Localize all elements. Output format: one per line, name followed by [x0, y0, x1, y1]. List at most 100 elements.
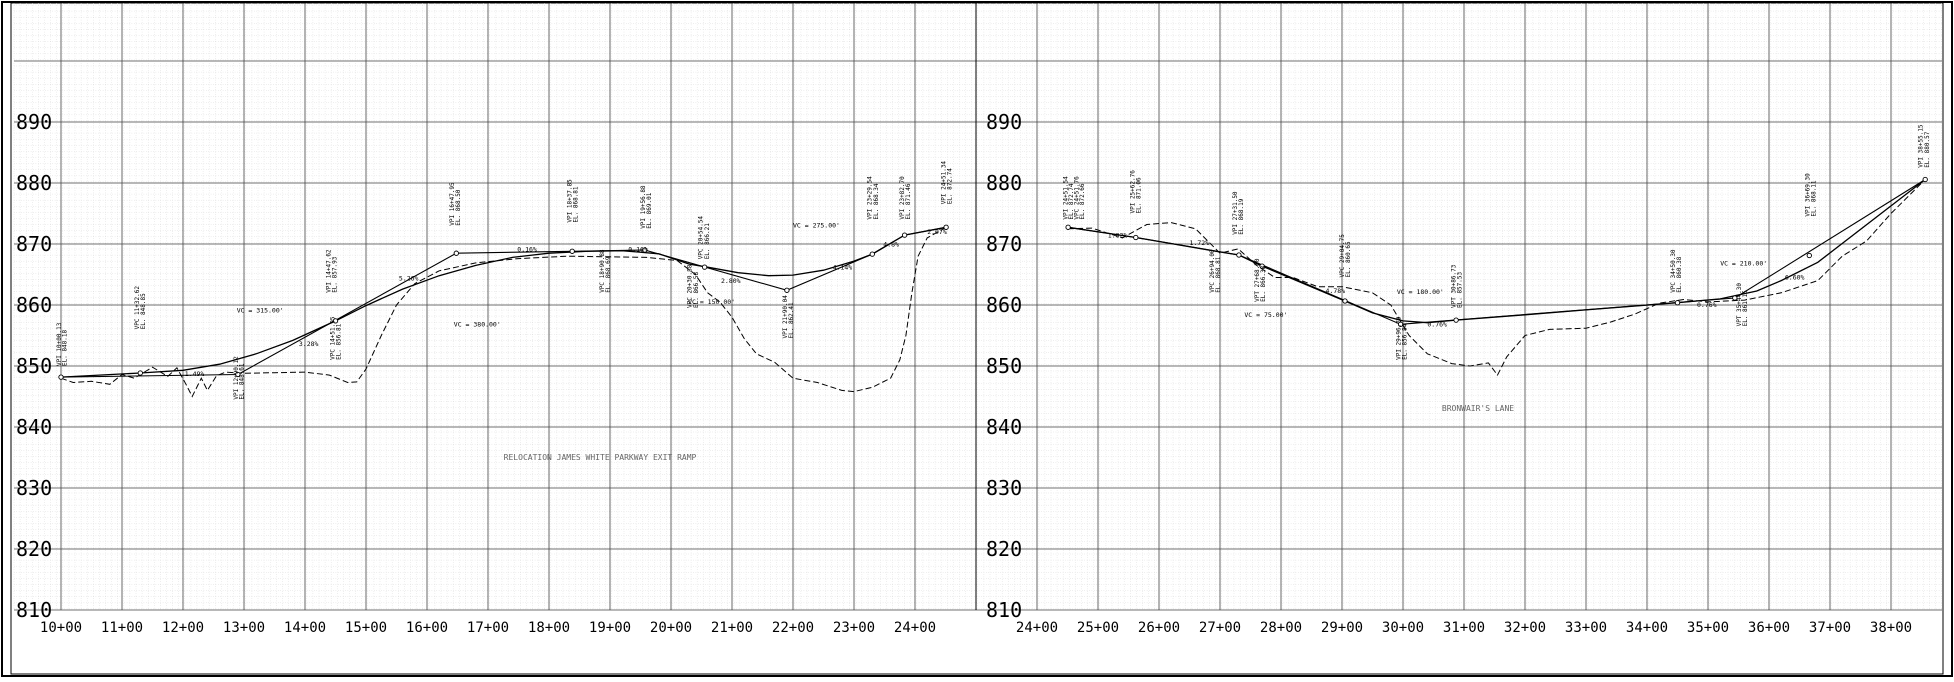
vpi-marker: [1342, 298, 1348, 304]
profile-annotation: EL. 871.06: [1136, 177, 1143, 214]
profile-annotation: 1.72%: [1190, 239, 1210, 247]
vpi-marker: [1806, 252, 1812, 259]
inner-border: [10, 2, 1944, 675]
profile-annotation: EL. 856.84: [1402, 323, 1409, 360]
vpi-marker: [1236, 252, 1242, 258]
station-label: 38+00: [1870, 620, 1912, 636]
profile-annotation: VPC 24+51.76: [1074, 176, 1081, 220]
profile-annotation: EL. 868.34: [873, 183, 880, 220]
profile-annotation: VPI 21+90.04: [782, 295, 789, 339]
vpi-marker: [569, 248, 575, 254]
left-road-name: RELOCATION JAMES WHITE PARKWAY EXIT RAMP: [504, 453, 697, 462]
left-station-axis: 10+00 11+00 12+00 13+00 14+00 15+00 16+0…: [40, 620, 936, 636]
elev-label-830: 830: [986, 476, 1022, 500]
profile-annotation: VPI 19+56.88: [640, 185, 647, 229]
profile-annotation: EL. 868.11: [1810, 180, 1817, 217]
station-label: 16+00: [406, 620, 448, 636]
profile-annotation: VPC 14+51.95: [329, 316, 336, 360]
station-label: 35+00: [1687, 620, 1729, 636]
profile-annotation: 2.07%: [927, 228, 947, 236]
profile-annotation: VC = 75.00': [1244, 311, 1287, 319]
station-label: 22+00: [772, 620, 814, 636]
station-label: 23+00: [833, 620, 875, 636]
station-label: 34+00: [1626, 620, 1668, 636]
station-label: 20+00: [650, 620, 692, 636]
profile-annotation: VC = 150.00': [688, 298, 735, 306]
elev-label-850: 850: [986, 354, 1022, 378]
station-label: 21+00: [711, 620, 753, 636]
vpi-marker: [1065, 224, 1071, 230]
vpi-marker: [642, 247, 648, 253]
profile-annotation: VPI 24+51.34: [941, 161, 948, 205]
elev-label-840: 840: [986, 415, 1022, 439]
profile-annotation: VPC 26+94.00: [1209, 249, 1216, 293]
profile-annotation: VPC 20+54.54: [698, 216, 705, 260]
vpi-marker: [332, 318, 339, 324]
profile-annotation: EL. 869.01: [646, 192, 653, 229]
profile-lines: [58, 176, 1928, 398]
station-label: 31+00: [1443, 620, 1485, 636]
right-finished-grade-curve: [1068, 178, 1926, 324]
station-label: 30+00: [1382, 620, 1424, 636]
vpi-marker: [1133, 234, 1139, 241]
vpi-marker: [701, 264, 708, 270]
elev-label-820: 820: [16, 537, 52, 561]
profile-annotation: EL. 872.74: [947, 168, 954, 205]
station-label: 15+00: [345, 620, 387, 636]
right-tangent-grade-line: [1068, 179, 1926, 325]
station-label: 24+00: [894, 620, 936, 636]
profile-annotation: EL. 848.85: [140, 293, 147, 330]
profile-annotation: 0.76%: [1697, 301, 1717, 309]
vpi-marker: [943, 224, 949, 230]
elev-label-850: 850: [16, 354, 52, 378]
profile-annotation: VPI 23+29.54: [867, 176, 874, 220]
elev-label-890: 890: [16, 110, 52, 134]
profile-annotation: 4.8%: [883, 240, 899, 248]
profile-annotation: VPI 24+51.54: [1063, 176, 1070, 220]
station-label: 13+00: [223, 620, 265, 636]
station-label: 27+00: [1199, 620, 1241, 636]
elev-label-820: 820: [986, 537, 1022, 561]
elev-label-880: 880: [16, 171, 52, 195]
profile-annotation: EL. 868.19: [1238, 198, 1245, 235]
elev-label-870: 870: [986, 232, 1022, 256]
profile-annotation: EL. 861.15: [1742, 290, 1749, 327]
vpi-marker: [137, 370, 143, 376]
profile-annotation: EL. 872.66: [1079, 183, 1086, 220]
vpi-marker: [869, 251, 875, 257]
profile-annotation: VPI 23+82.70: [899, 176, 906, 220]
profile-annotation: EL. 868.69: [605, 256, 612, 293]
station-label: 14+00: [284, 620, 326, 636]
station-label: 36+00: [1748, 620, 1790, 636]
left-finished-grade-curve: [60, 226, 947, 378]
profile-annotation: VC = 210.00': [1720, 259, 1767, 267]
right-elevation-axis: 890 880 870 860 850 840 830 820 810: [986, 110, 1022, 622]
vpi-marker: [453, 250, 459, 256]
profile-annotation: VPT 30+86.73: [1451, 264, 1458, 308]
profile-annotation: VPI 18+37.85: [567, 179, 574, 223]
main-grid: [14, 3, 1942, 611]
profile-annotation: EL. 856.81: [335, 323, 342, 360]
profile-annotation: EL. 866.21: [704, 223, 711, 260]
profile-annotation: VPI 14+47.62: [326, 249, 333, 293]
profile-annotation: EL. 880.57: [1924, 131, 1931, 168]
station-label: 37+00: [1809, 620, 1851, 636]
profile-annotation: 4.78%: [1326, 287, 1346, 295]
station-label: 11+00: [101, 620, 143, 636]
station-label: 24+00: [1016, 620, 1058, 636]
station-label: 18+00: [528, 620, 570, 636]
profile-annotation: VPI 25+62.76: [1130, 170, 1137, 214]
profile-annotation: VC = 275.00': [793, 222, 840, 230]
profile-annotation: VPC 34+50.30: [1670, 249, 1677, 293]
profile-annotation: VPC 11+32.62: [134, 286, 141, 330]
profile-annotation: EL. 872.74: [1068, 183, 1075, 220]
profile-annotation: 1.49%: [185, 370, 205, 378]
vpi-marker: [1674, 300, 1681, 306]
right-road-name: BRONWAIR'S LANE: [1442, 404, 1514, 413]
profile-annotation: VPI 36+69.30: [1804, 173, 1811, 217]
profile-annotation: EL. 868.81: [1215, 256, 1222, 293]
elev-label-880: 880: [986, 171, 1022, 195]
profile-annotation: EL. 871.46: [905, 183, 912, 220]
